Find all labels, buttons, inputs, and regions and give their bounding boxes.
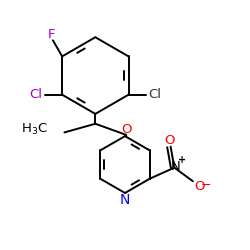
Text: Cl: Cl (149, 88, 162, 101)
Text: O: O (122, 123, 132, 136)
Text: N: N (120, 193, 130, 207)
Text: O: O (165, 134, 175, 147)
Text: Cl: Cl (29, 88, 42, 101)
Text: O: O (194, 180, 204, 193)
Text: H$_3$C: H$_3$C (22, 122, 48, 138)
Text: +: + (178, 155, 186, 165)
Text: N: N (171, 160, 181, 173)
Text: −: − (200, 179, 211, 192)
Text: F: F (48, 28, 56, 42)
